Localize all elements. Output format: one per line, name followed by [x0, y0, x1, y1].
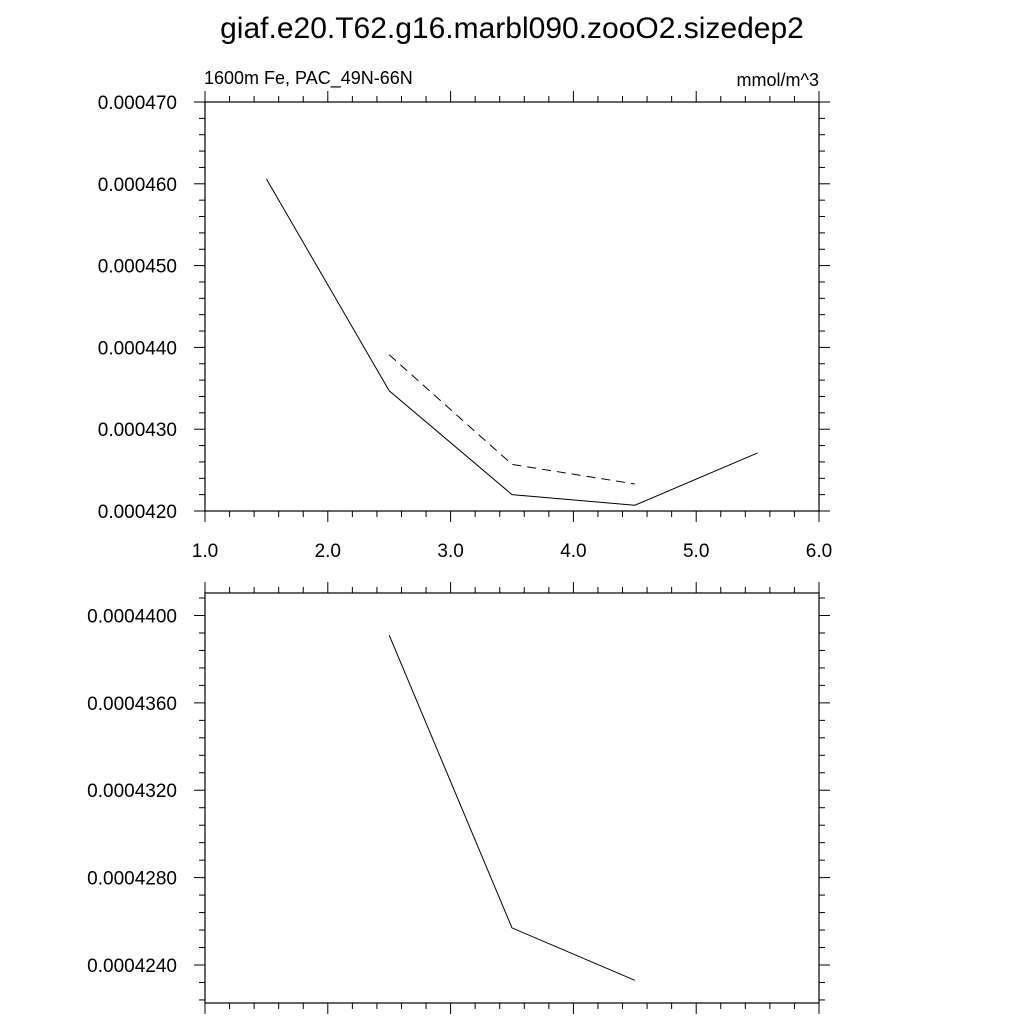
x-tick-label: 2.0: [315, 541, 341, 562]
top-panel-units-label: mmol/m^3: [737, 70, 819, 90]
solid-series-line: [388, 635, 635, 981]
bottom-panel: 0.0004240 0.0004280 0.0004320 0.0004360 0.00…: [87, 582, 830, 1014]
dashed-series-line: [388, 354, 635, 485]
plot-frame: [204, 101, 820, 512]
y-tick-label: 0.000450: [98, 257, 177, 278]
y-tick-label: 0.0004360: [87, 694, 177, 715]
y-tick-label: 0.000430: [98, 420, 177, 441]
x-tick-label: 5.0: [683, 541, 709, 562]
chart-title: giaf.e20.T62.g16.marbl090.zooO2.sizedep2: [220, 12, 804, 45]
plot-frame: [204, 592, 820, 1004]
y-tick-label: 0.000440: [98, 338, 177, 359]
y-tick-label: 0.0004280: [87, 869, 177, 890]
y-tick-label: 0.000470: [98, 93, 177, 114]
y-tick-label: 0.0004320: [87, 781, 177, 802]
y-tick-label: 0.000420: [98, 502, 177, 523]
x-tick-label: 3.0: [437, 541, 463, 562]
x-tick-label: 1.0: [192, 541, 218, 562]
y-tick-label: 0.000460: [98, 175, 177, 196]
y-tick-label: 0.0004240: [87, 956, 177, 977]
x-tick-label: 6.0: [806, 541, 832, 562]
solid-series-line: [265, 178, 758, 506]
x-tick-label: 4.0: [560, 541, 586, 562]
top-panel-left-title: 1600m Fe, PAC_49N-66N: [204, 68, 413, 89]
y-tick-label: 0.0004400: [87, 606, 177, 627]
top-panel: 1600m Fe, PAC_49N-66N mmol/m^3 1.0 2.0 3.0…: [98, 68, 832, 562]
